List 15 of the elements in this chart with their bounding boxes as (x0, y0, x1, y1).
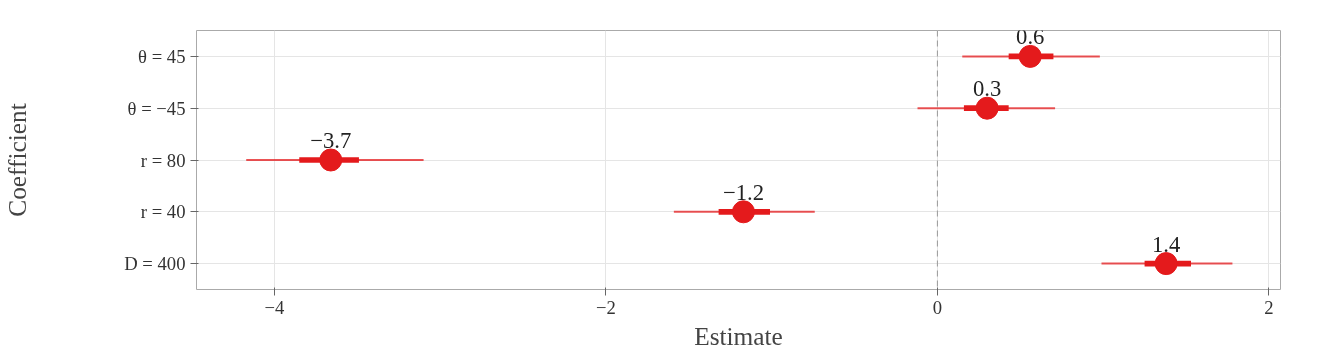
y-tick-label: θ = −45 (127, 97, 186, 119)
annotation: 1.4 (1151, 231, 1181, 257)
x-tick-label: −4 (264, 296, 285, 318)
annotation: 0.3 (972, 76, 1002, 102)
annotation: −1.2 (722, 179, 765, 205)
y-tick-label: D = 400 (124, 253, 186, 275)
y-axis-title: Coefficient (3, 103, 32, 217)
y-tick-label: r = 40 (140, 201, 186, 223)
y-tick-label: r = 80 (140, 149, 186, 171)
x-tick-label: 2 (1264, 296, 1274, 318)
x-tick-label: −2 (595, 296, 616, 318)
y-tick-label: θ = 45 (138, 45, 186, 67)
x-axis-title: Estimate (694, 321, 783, 350)
x-tick-label: 0 (932, 296, 943, 318)
annotation: −3.7 (310, 128, 352, 153)
